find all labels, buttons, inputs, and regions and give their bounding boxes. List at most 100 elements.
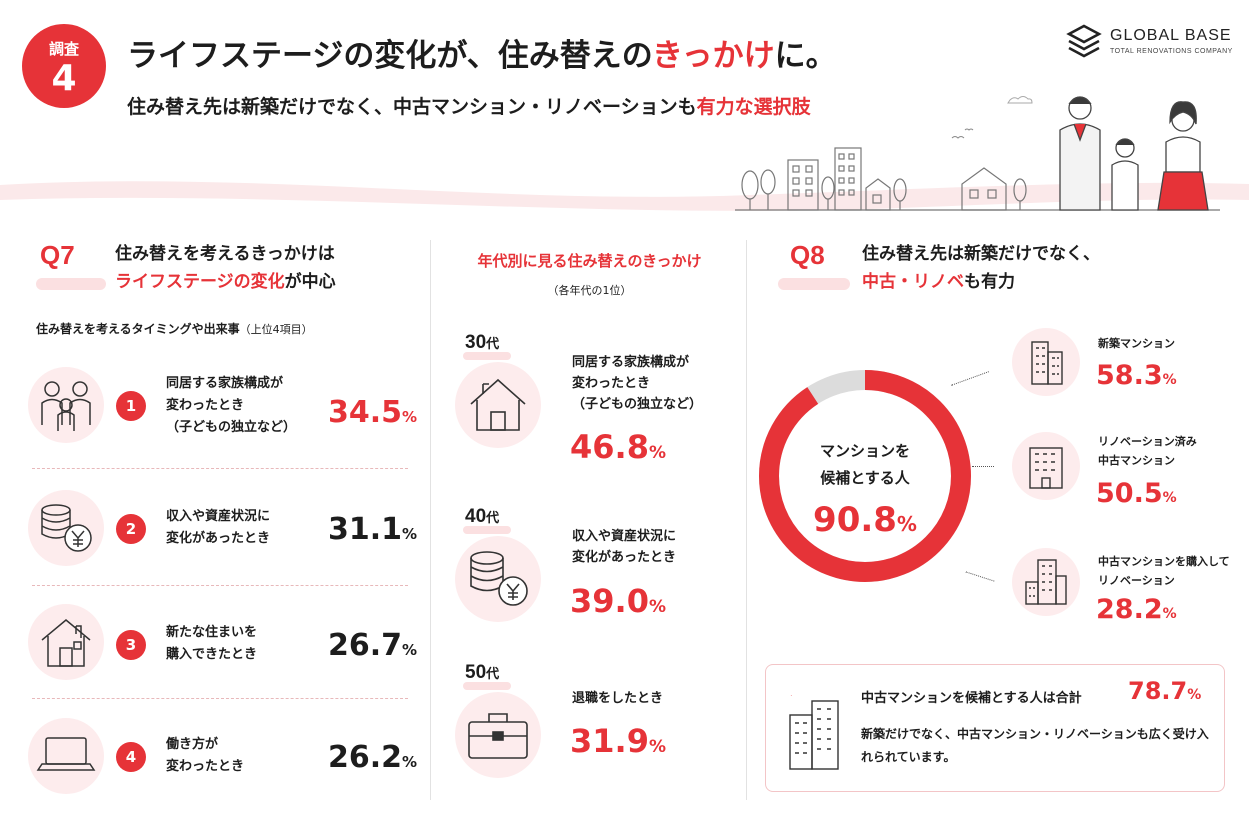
family-city-illustration (735, 96, 1220, 211)
coins-yen-icon (41, 504, 92, 552)
donut-label-line: マンションを (819, 442, 910, 460)
q7-title-highlight: ライフステージの変化 (115, 272, 285, 292)
q8-title-line1: 住み替え先は新築だけでなく、 (862, 244, 1100, 264)
value-unit: % (402, 525, 418, 543)
q8-title-highlight: 中古・リノベ (862, 272, 964, 292)
age-icon-circle (455, 536, 541, 622)
q8-title-suffix: も有力 (964, 272, 1015, 292)
q7-icon-circle (28, 604, 104, 680)
value-number: 34.5 (328, 395, 403, 430)
page-subtitle: 住み替え先は新築だけでなく、中古マンション・リノベーションも有力な選択肢 (127, 92, 811, 119)
rank-badge: 3 (116, 630, 146, 660)
rank-badge: 4 (116, 742, 146, 772)
value-unit: % (402, 408, 418, 426)
q8-item-label: 新築マンション (1098, 334, 1175, 353)
q7-icon-circle (28, 367, 104, 443)
building-icon (1031, 341, 1063, 385)
value-number: 26.7 (328, 628, 403, 663)
summary-box: 中古マンションを候補とする人は合計 78.7% 新築だけでなく、中古マンション・… (765, 664, 1225, 792)
age-text-line: （子どもの独立など） (572, 397, 703, 412)
q8-item-value: 58.3% (1096, 360, 1177, 391)
value-unit: % (1162, 606, 1177, 622)
age-text-line: 変わったとき (572, 376, 651, 391)
value-unit: % (648, 443, 666, 463)
title-part1: ライフステージの変化が、住み替えの (127, 38, 652, 74)
q8-icon-circle (1012, 548, 1080, 616)
age-icon-circle (455, 692, 541, 778)
age-number: 40 (465, 506, 487, 527)
age-value: 46.8% (570, 428, 666, 466)
age-text-line: 同居する家族構成が (572, 355, 690, 370)
q7-item-text: 新たな住まいを 購入できたとき (166, 622, 257, 666)
q7-item-line: 購入できたとき (166, 647, 258, 662)
q8-item-line: 新築マンション (1098, 337, 1175, 350)
q7-label: Q7 (40, 240, 75, 270)
age-text-line: 変化があったとき (572, 550, 677, 565)
connector-line (972, 466, 994, 467)
value-unit: % (1187, 687, 1202, 703)
row-divider (32, 698, 408, 699)
laptop-icon (36, 737, 96, 771)
middle-title: 年代別に見る住み替えのきっかけ (477, 252, 702, 270)
coins-yen-icon (470, 551, 528, 606)
value-number: 90.8 (813, 500, 897, 540)
title-highlight: きっかけ (651, 38, 775, 74)
q7-item-line: 変化があったとき (166, 531, 271, 546)
column-divider-left (430, 240, 431, 800)
value-unit: % (1162, 372, 1177, 388)
rank-badge: 2 (116, 514, 146, 544)
value-number: 78.7 (1128, 677, 1188, 705)
q7-subhead-note: （上位4項目） (239, 323, 313, 336)
age-block-50s: 50代 退職をしたとき 31.9% (455, 662, 735, 822)
q7-item-line: 働き方が (166, 737, 219, 752)
family-icon (41, 381, 91, 431)
age-label: 40代 (465, 506, 499, 528)
q7-item-line: 同居する家族構成が (166, 376, 284, 391)
q8-list-item: 新築マンション 58.3% (1012, 328, 1232, 428)
q8-list-item: リノベーション済み 中古マンション 50.5% (1012, 432, 1232, 532)
header-wave (0, 181, 1249, 230)
logo-mark-icon (1066, 24, 1102, 58)
age-text: 退職をしたとき (572, 688, 663, 709)
house-icon (470, 378, 526, 431)
q7-title: 住み替えを考えるきっかけは ライフステージの変化が中心 (115, 240, 336, 296)
q7-item-line: 変わったとき (166, 398, 245, 413)
buildings-icon (789, 695, 839, 770)
q7-label-underline (36, 278, 106, 290)
age-number: 50 (465, 662, 487, 683)
q7-item-text: 収入や資産状況に 変化があったとき (166, 506, 270, 550)
age-text-line: 収入や資産状況に (572, 529, 677, 544)
q8-item-line: 中古マンションを購入して (1098, 555, 1230, 568)
age-suffix: 代 (486, 666, 500, 681)
q8-item-label: 中古マンションを購入して リノベーション (1098, 552, 1230, 590)
logo-name: GLOBAL BASE (1110, 27, 1232, 44)
house-icon (41, 619, 91, 667)
q8-list-item: 中古マンションを購入して リノベーション 28.2% (1012, 548, 1232, 648)
q7-title-line1: 住み替えを考えるきっかけは (115, 244, 335, 264)
q8-item-value: 28.2% (1096, 594, 1177, 625)
middle-subtitle: （各年代の1位） (547, 284, 632, 297)
age-icon-circle (455, 362, 541, 448)
q7-list-item: 1 同居する家族構成が 変わったとき （子どもの独立など） 34.5% (28, 367, 417, 482)
family-people (1059, 96, 1209, 211)
q8-title-line2: 中古・リノベも有力 (862, 268, 1100, 296)
value-unit: % (402, 753, 418, 771)
q7-item-line: 収入や資産状況に (166, 509, 271, 524)
q7-item-line: 新たな住まいを (166, 625, 258, 640)
q8-item-line: リノベーション済み (1098, 435, 1197, 448)
value-number: 31.1 (328, 512, 403, 547)
value-number: 26.2 (328, 740, 403, 775)
row-divider (32, 585, 408, 586)
age-block-40s: 40代 収入や資産状況に 変化があったとき 39.0% (455, 506, 735, 666)
row-divider (32, 468, 408, 469)
column-divider-right (746, 240, 747, 800)
q8-title: 住み替え先は新築だけでなく、 中古・リノベも有力 (862, 240, 1100, 296)
donut-value: 90.8% (757, 500, 973, 540)
q7-item-text: 働き方が 変わったとき (166, 734, 244, 778)
q7-item-value: 26.2% (328, 740, 417, 775)
q7-subheading: 住み替えを考えるタイミングや出来事（上位4項目） (36, 320, 313, 337)
subtitle-part1: 住み替え先は新築だけでなく、中古マンション・リノベーションも (127, 96, 697, 118)
badge-label: 調査 (48, 40, 79, 58)
q8-item-label: リノベーション済み 中古マンション (1098, 432, 1197, 470)
q7-item-text: 同居する家族構成が 変わったとき （子どもの独立など） (166, 373, 296, 439)
